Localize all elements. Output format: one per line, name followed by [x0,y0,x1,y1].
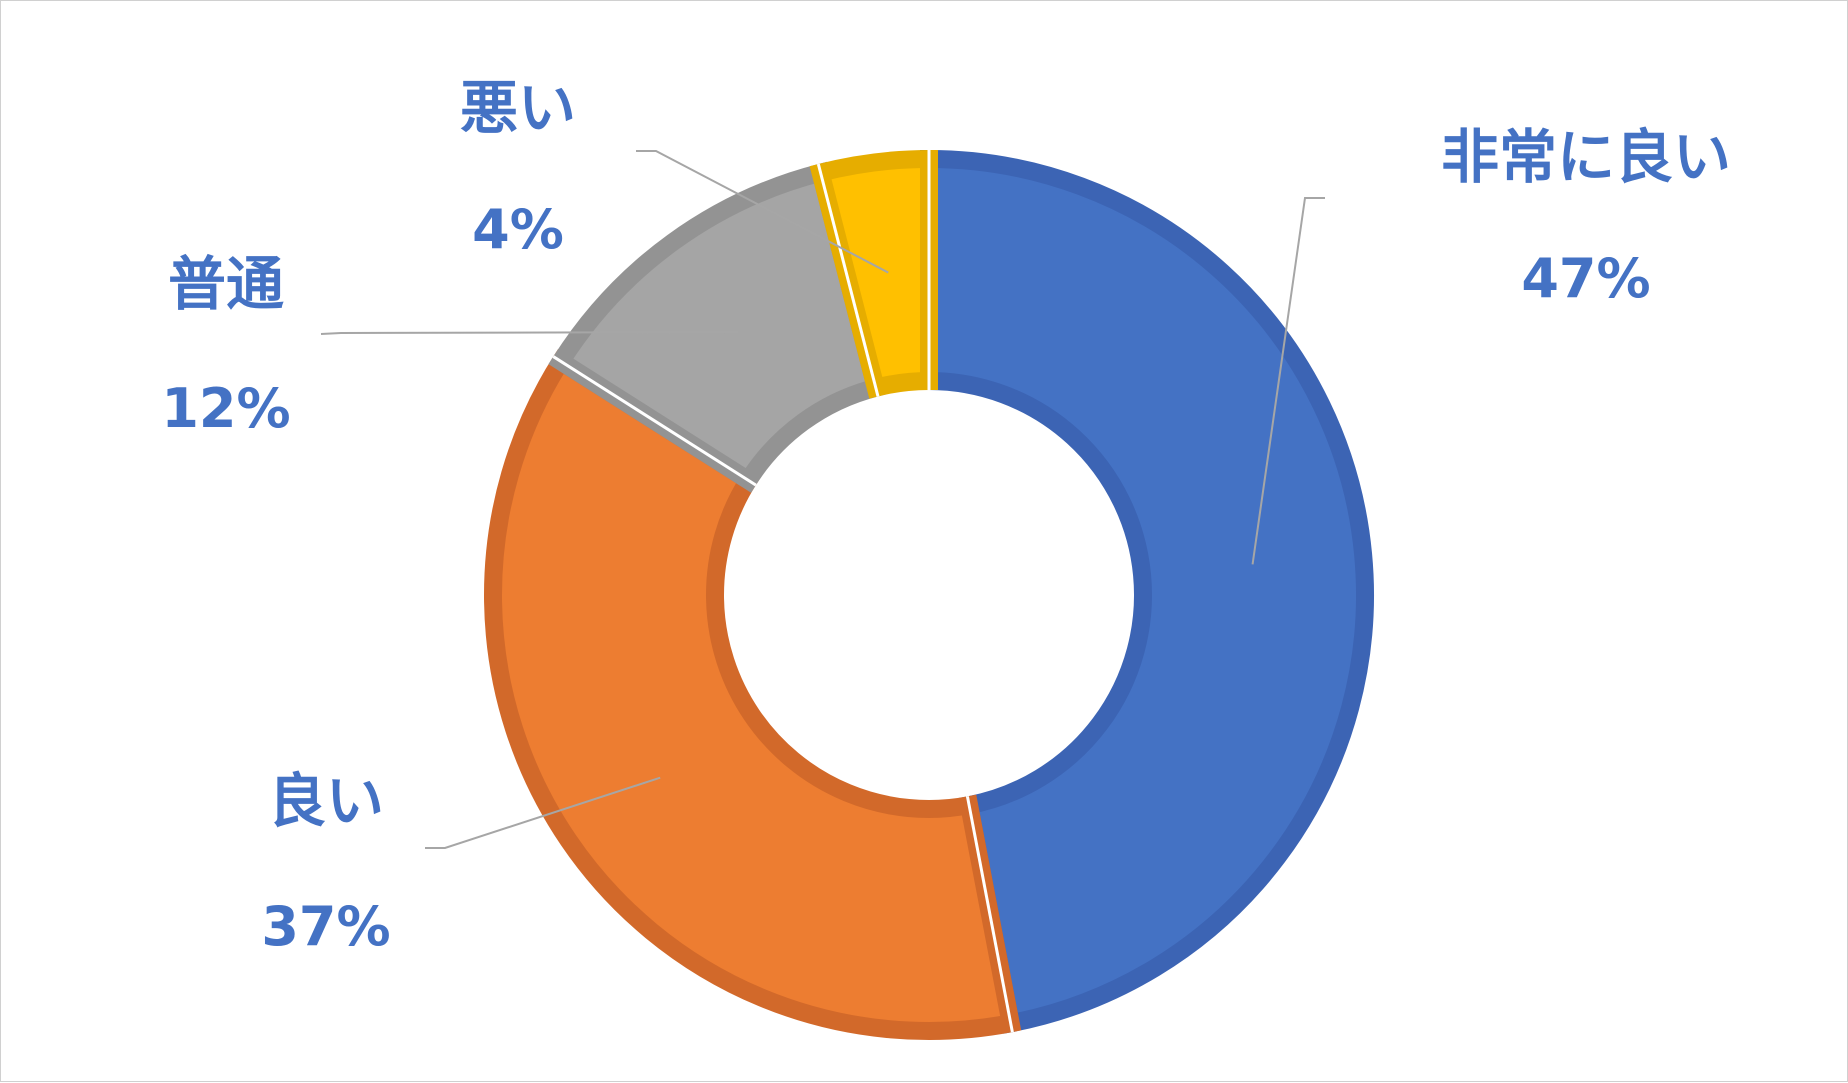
slice-very-good [920,149,1374,1034]
slice-separator [965,796,1014,1033]
slice-good [484,348,1022,1040]
leader-lines-group [320,150,1325,849]
data-label-bad: 悪い 4% [460,74,576,261]
data-label-very-good: 非常に良い 47% [1441,123,1731,310]
value-label-bad: 4% [472,198,564,261]
data-label-normal: 普通 12% [161,250,290,440]
value-label-good: 37% [261,895,390,958]
leader-line-bad [636,150,889,274]
category-label-very-good: 非常に良い [1441,123,1731,191]
slice-separator [816,163,880,397]
value-label-normal: 12% [161,377,290,440]
slice-separator [552,355,757,487]
value-label-very-good: 47% [1521,247,1650,310]
data-label-good: 良い 37% [261,767,390,958]
category-label-normal: 普通 [168,250,284,318]
category-label-good: 良い [268,767,384,835]
category-label-bad: 悪い [460,74,576,142]
slices-group [484,149,1374,1040]
leader-line-very-good [1251,197,1325,565]
leader-line-good [425,776,661,849]
leader-line-normal [320,331,738,335]
